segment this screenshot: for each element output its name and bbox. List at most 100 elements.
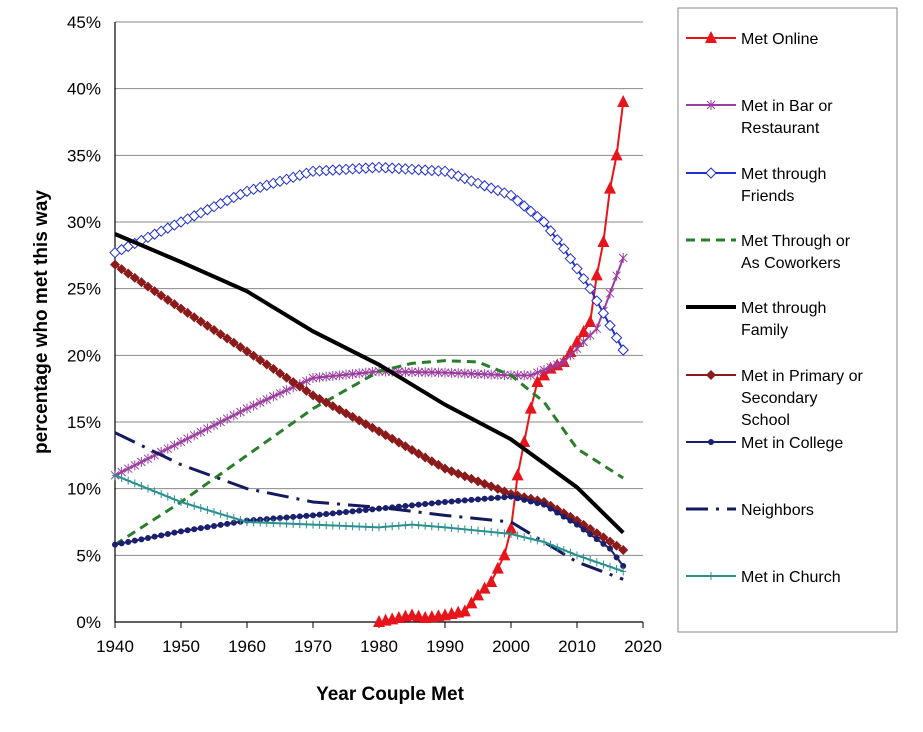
asterisk-marker xyxy=(552,359,562,370)
circle-marker xyxy=(547,505,554,512)
legend-item: Met in Church xyxy=(686,569,841,586)
plus-marker xyxy=(541,538,547,546)
series-met-in-bar-or-restaurant xyxy=(110,253,628,481)
diamond-marker xyxy=(110,259,120,270)
plus-marker xyxy=(217,510,224,518)
circle-marker xyxy=(303,512,310,519)
circle-marker xyxy=(574,521,580,528)
circle-marker xyxy=(217,521,224,528)
diamond-marker xyxy=(281,372,292,383)
diamond-marker xyxy=(176,303,186,314)
legend-label: Met in Bar or xyxy=(741,98,833,115)
circle-marker xyxy=(508,493,514,500)
circle-marker xyxy=(494,494,501,501)
plus-marker xyxy=(448,524,455,532)
triangle-marker xyxy=(518,435,531,447)
plus-marker xyxy=(336,521,343,530)
y-tick-label: 15% xyxy=(67,413,101,432)
asterisk-marker xyxy=(605,288,615,299)
diamond-marker xyxy=(413,448,424,459)
plus-marker xyxy=(593,558,600,567)
y-tick-label: 5% xyxy=(76,546,101,565)
circle-marker xyxy=(171,529,178,536)
asterisk-marker xyxy=(255,397,265,408)
asterisk-marker xyxy=(183,433,192,444)
circle-marker xyxy=(415,501,422,508)
diamond-marker xyxy=(584,282,596,295)
circle-marker xyxy=(607,545,613,552)
triangle-marker xyxy=(531,375,544,387)
diamond-marker xyxy=(334,404,345,415)
series-line xyxy=(114,359,625,546)
y-tick-label: 10% xyxy=(67,480,101,499)
diamond-marker xyxy=(268,363,279,374)
plus-marker xyxy=(389,522,396,531)
y-tick-label: 45% xyxy=(67,13,101,32)
circle-marker xyxy=(336,509,343,516)
diamond-marker xyxy=(228,337,239,348)
circle-marker xyxy=(593,536,600,543)
plus-marker xyxy=(184,500,191,508)
plus-marker xyxy=(138,482,145,490)
asterisk-marker xyxy=(249,400,258,411)
diamond-marker xyxy=(531,210,544,223)
circle-marker xyxy=(158,532,165,539)
circle-marker xyxy=(211,523,217,529)
diamond-marker xyxy=(706,370,716,380)
triangle-marker xyxy=(705,31,717,43)
circle-marker xyxy=(283,514,290,521)
asterisk-marker xyxy=(612,270,621,281)
circle-marker xyxy=(541,501,547,508)
x-tick-label: 2010 xyxy=(558,637,596,656)
asterisk-marker xyxy=(519,370,529,381)
diamond-marker xyxy=(420,452,431,463)
series-line xyxy=(114,232,625,535)
plus-marker xyxy=(574,551,580,560)
asterisk-marker xyxy=(137,457,146,467)
asterisk-marker xyxy=(163,443,173,454)
diamond-marker xyxy=(544,225,557,237)
asterisk-marker xyxy=(130,460,140,471)
circle-marker xyxy=(708,439,714,445)
plus-marker xyxy=(158,490,165,498)
asterisk-marker xyxy=(176,437,186,447)
asterisk-marker xyxy=(533,367,542,378)
circle-marker xyxy=(178,528,184,535)
circle-marker xyxy=(362,507,369,513)
diamond-marker xyxy=(327,401,338,412)
triangle-marker xyxy=(505,521,517,534)
series-met-in-primary-or-secondary-school xyxy=(110,259,629,555)
y-tick-label: 0% xyxy=(76,613,101,632)
y-tick-label: 20% xyxy=(67,346,101,365)
circle-marker xyxy=(514,495,521,502)
diamond-marker xyxy=(618,545,629,555)
plus-marker xyxy=(422,521,429,530)
diamond-marker xyxy=(605,536,615,547)
circle-marker xyxy=(316,511,323,518)
plus-marker xyxy=(151,487,158,496)
legend-label: Met through xyxy=(741,166,826,183)
plus-marker xyxy=(508,530,514,538)
y-tick-label: 35% xyxy=(67,146,101,165)
plus-marker xyxy=(329,521,336,530)
circle-marker xyxy=(422,501,429,507)
triangle-marker xyxy=(590,268,603,281)
circle-marker xyxy=(455,497,462,504)
circle-marker xyxy=(382,505,389,511)
diamond-marker xyxy=(367,422,378,433)
diamond-marker xyxy=(518,200,530,212)
asterisk-marker xyxy=(407,367,417,377)
legend-label: Met in Primary or xyxy=(741,368,863,385)
asterisk-marker xyxy=(203,423,212,434)
diamond-marker xyxy=(169,299,180,310)
plus-marker xyxy=(290,519,297,528)
y-tick-label: 30% xyxy=(67,213,101,232)
diamond-marker xyxy=(604,319,616,332)
plus-marker xyxy=(118,474,125,482)
legend-label: Restaurant xyxy=(741,120,820,137)
plus-marker xyxy=(607,562,613,571)
plus-marker xyxy=(296,520,303,529)
triangle-marker xyxy=(472,588,484,601)
plus-marker xyxy=(277,519,283,528)
legend-label: Neighbors xyxy=(741,502,814,519)
